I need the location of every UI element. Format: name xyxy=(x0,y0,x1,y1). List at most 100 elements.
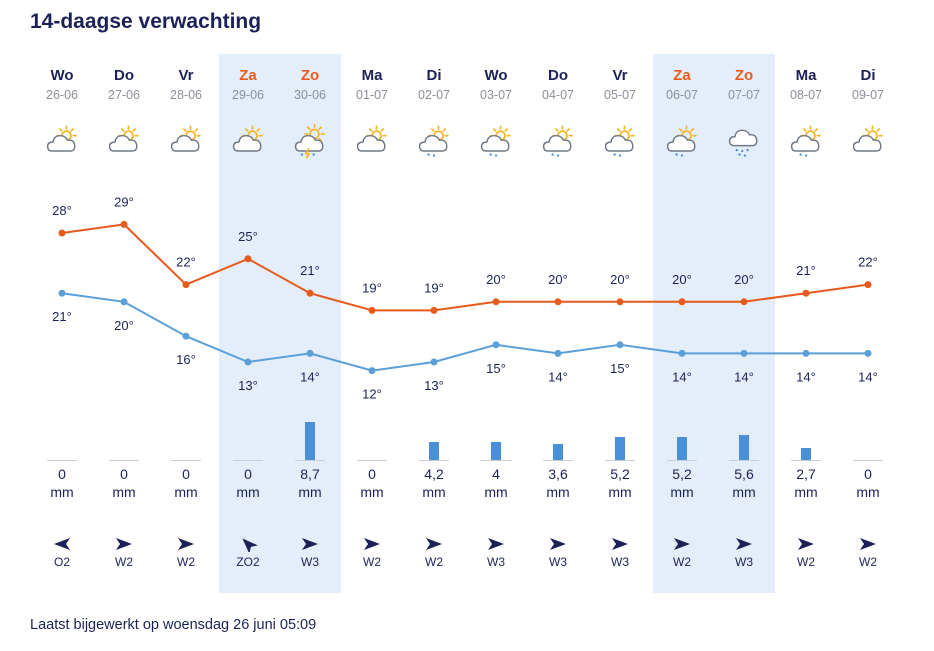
rain-bar xyxy=(739,435,749,460)
day-date: 27-06 xyxy=(108,88,140,102)
partly-cloudy-icon xyxy=(231,124,265,160)
max-temp-label: 20° xyxy=(486,272,506,287)
min-temp-label: 13° xyxy=(238,378,258,393)
min-temp-point xyxy=(740,349,748,357)
max-temp-label: 25° xyxy=(238,229,258,244)
min-temp-label: 21° xyxy=(52,309,72,324)
day-name: Zo xyxy=(300,67,320,84)
wind-label: W2 xyxy=(177,555,195,569)
max-temp-label: 20° xyxy=(672,272,692,287)
rain-baseline xyxy=(109,460,139,461)
max-temp-point xyxy=(492,298,500,306)
rain-baseline xyxy=(357,460,387,461)
min-temp-point xyxy=(306,349,314,357)
rain-amount: 4 xyxy=(492,466,500,482)
min-temp-point xyxy=(678,349,686,357)
rain-unit: mm xyxy=(856,484,880,500)
partly-cloudy-icon xyxy=(169,124,203,160)
max-temp-label: 20° xyxy=(548,272,568,287)
rain-unit: mm xyxy=(422,484,446,500)
wind-label: W2 xyxy=(425,555,443,569)
min-temp-point xyxy=(430,358,438,366)
max-temp-label: 22° xyxy=(176,255,196,270)
day-column: Vr 05-07 5,2 mm W3 xyxy=(589,0,651,600)
rain-unit: mm xyxy=(546,484,570,500)
day-column: Wo 26-06 0 mm O2 xyxy=(31,0,93,600)
rain-unit: mm xyxy=(112,484,136,500)
min-temp-label: 15° xyxy=(610,361,630,376)
rain-baseline xyxy=(667,460,697,461)
wind-arrow-icon xyxy=(114,536,134,552)
min-temp-point xyxy=(616,341,624,349)
min-temp-label: 14° xyxy=(300,369,320,384)
rain-amount: 5,2 xyxy=(672,466,692,482)
day-date: 03-07 xyxy=(480,88,512,102)
rain-baseline xyxy=(295,460,325,461)
day-column: Wo 03-07 4 mm W3 xyxy=(465,0,527,600)
wind-arrow-icon xyxy=(300,536,320,552)
max-temp-label: 20° xyxy=(734,272,754,287)
min-temp-label: 16° xyxy=(176,352,196,367)
day-name: Za xyxy=(239,67,257,84)
wind-arrow-icon xyxy=(734,536,754,552)
partly-cloudy-icon xyxy=(851,124,885,160)
max-temp-label: 21° xyxy=(796,263,816,278)
rain-unit: mm xyxy=(174,484,198,500)
rain-unit: mm xyxy=(670,484,694,500)
rain-bar xyxy=(677,437,687,460)
rain-bar xyxy=(615,437,625,460)
day-name: Wo xyxy=(50,67,74,84)
day-column: Zo 07-07 5,6 mm W3 xyxy=(713,0,775,600)
rain-unit: mm xyxy=(360,484,384,500)
rain-amount: 0 xyxy=(182,466,190,482)
rain-amount: 0 xyxy=(58,466,66,482)
wind-label: ZO2 xyxy=(236,555,260,569)
thunderstorm-icon xyxy=(293,123,327,160)
min-temp-point xyxy=(244,358,252,366)
rain-baseline xyxy=(791,460,821,461)
min-temp-label: 14° xyxy=(858,369,878,384)
min-temp-point xyxy=(368,367,376,375)
wind-arrow-icon xyxy=(52,536,72,552)
day-date: 29-06 xyxy=(232,88,264,102)
rain-baseline xyxy=(419,460,449,461)
rain-baseline xyxy=(47,460,77,461)
last-updated-text: Laatst bijgewerkt op woensdag 26 juni 05… xyxy=(30,617,317,633)
wind-label: W2 xyxy=(859,555,877,569)
min-temp-line xyxy=(61,292,868,372)
rain-amount: 8,7 xyxy=(300,466,320,482)
max-temp-point xyxy=(678,298,686,306)
wind-label: W3 xyxy=(301,555,319,569)
max-temp-line xyxy=(61,223,869,312)
rain-bar xyxy=(801,448,811,460)
day-column: Ma 08-07 2,7 mm W2 xyxy=(775,0,837,600)
day-column: Do 27-06 0 mm W2 xyxy=(93,0,155,600)
max-temp-point xyxy=(58,229,66,237)
max-temp-label: 28° xyxy=(52,203,72,218)
day-date: 06-07 xyxy=(666,88,698,102)
day-column: Di 02-07 4,2 mm W2 xyxy=(403,0,465,600)
max-temp-label: 20° xyxy=(610,272,630,287)
day-name: Di xyxy=(426,67,442,84)
max-temp-point xyxy=(430,306,438,314)
max-temp-point xyxy=(554,298,562,306)
max-temp-point xyxy=(740,298,748,306)
max-temp-point xyxy=(120,220,128,228)
max-temp-label: 29° xyxy=(114,194,134,209)
rain-unit: mm xyxy=(298,484,322,500)
rain-baseline xyxy=(481,460,511,461)
sun-cloud-rain-icon xyxy=(541,124,575,160)
day-column: Za 06-07 5,2 mm W2 xyxy=(651,0,713,600)
max-temp-label: 22° xyxy=(858,255,878,270)
rain-unit: mm xyxy=(732,484,756,500)
min-temp-point xyxy=(182,332,190,340)
day-date: 08-07 xyxy=(790,88,822,102)
max-temp-label: 19° xyxy=(362,280,382,295)
max-temp-point xyxy=(802,289,810,297)
wind-arrow-icon xyxy=(796,536,816,552)
day-column: Vr 28-06 0 mm W2 xyxy=(155,0,217,600)
rain-baseline xyxy=(171,460,201,461)
day-name: Zo xyxy=(734,67,754,84)
max-temp-label: 19° xyxy=(424,280,444,295)
min-temp-label: 14° xyxy=(548,369,568,384)
